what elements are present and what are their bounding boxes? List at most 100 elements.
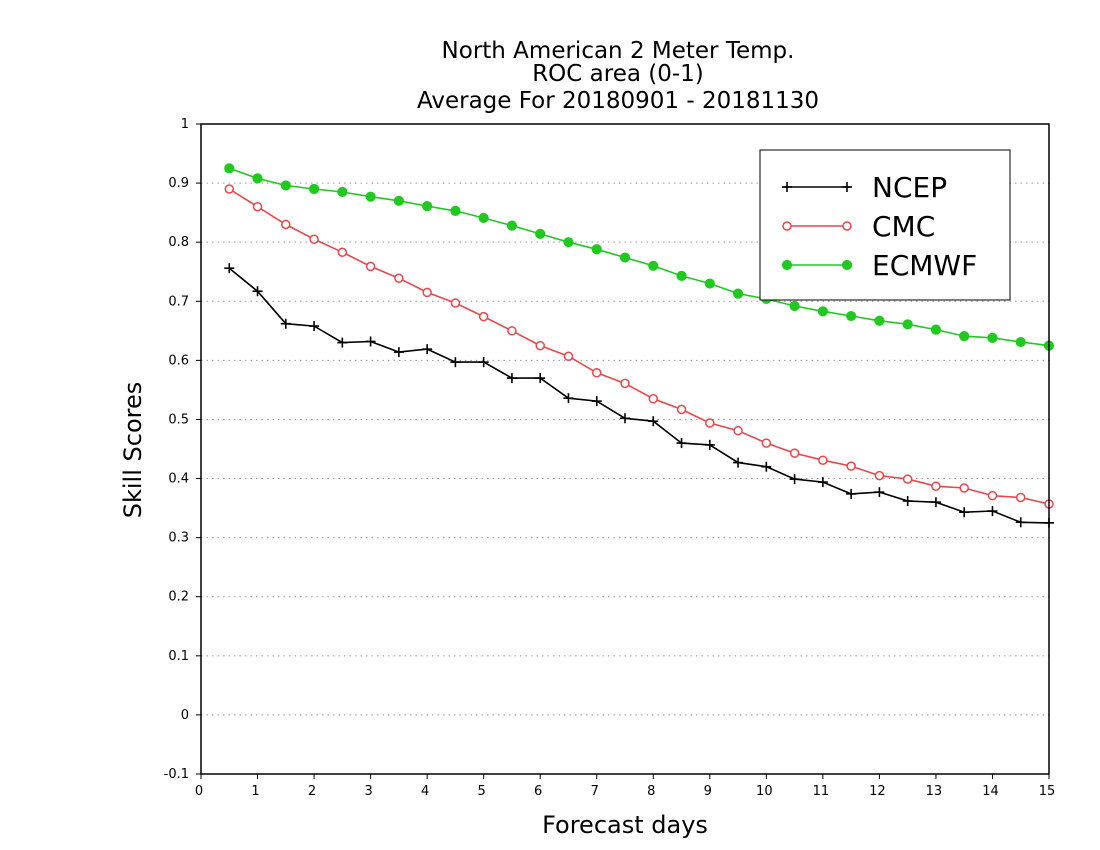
data-point-ecmwf	[732, 288, 744, 299]
data-series	[224, 163, 1055, 528]
y-tick-label: 0.3	[168, 531, 189, 546]
data-point-ecmwf	[930, 324, 942, 335]
data-point-ncep	[930, 497, 941, 508]
x-tick-label: 12	[869, 784, 886, 799]
data-point-ecmwf	[506, 220, 518, 231]
x-tick-label: 0	[195, 784, 203, 799]
chart-title-line-1: North American 2 Meter Temp.	[442, 38, 795, 64]
x-tick-label: 3	[364, 784, 372, 799]
data-point-cmc	[761, 438, 772, 448]
data-point-cmc	[931, 481, 941, 491]
data-point-cmc	[507, 326, 517, 336]
data-point-ncep	[563, 393, 574, 404]
data-point-ncep	[648, 416, 659, 427]
data-point-cmc	[789, 448, 800, 458]
data-point-cmc	[733, 425, 743, 436]
legend-label-ecmwf: ECMWF	[872, 249, 977, 282]
data-point-ecmwf	[1015, 336, 1026, 348]
x-tick-label: 1	[251, 784, 259, 799]
data-point-cmc	[620, 378, 630, 389]
data-point-ncep	[789, 474, 800, 485]
data-point-ncep	[591, 396, 602, 407]
data-point-cmc	[563, 351, 574, 361]
data-point-cmc	[394, 273, 404, 283]
plot-frame	[200, 123, 1050, 775]
legend-marker-ecmwf	[841, 259, 853, 271]
legend-marker-cmc	[842, 221, 852, 231]
data-point-ecmwf	[676, 270, 687, 281]
legend-box	[759, 149, 1011, 301]
data-point-ncep	[1015, 517, 1026, 528]
legend-item-ecmwf: ECMWF	[781, 249, 977, 282]
data-point-ecmwf	[987, 332, 998, 344]
x-tick-label: 2	[308, 784, 316, 799]
data-point-ncep	[393, 347, 404, 358]
data-point-ncep	[902, 496, 913, 506]
y-tick-label: 0.8	[168, 235, 189, 250]
legend-marker-ncep	[782, 182, 792, 192]
x-tick-label: 7	[591, 784, 599, 799]
data-point-cmc	[252, 201, 263, 212]
data-point-cmc	[450, 298, 461, 308]
gridlines	[201, 182, 1049, 716]
data-point-cmc	[337, 247, 348, 257]
x-tick-label: 14	[982, 784, 999, 799]
y-tick-label: 0.4	[168, 472, 189, 487]
x-tick-label: 4	[421, 784, 429, 799]
x-tick-label: 5	[478, 784, 486, 799]
data-point-ecmwf	[308, 183, 320, 195]
x-tick-label: 9	[704, 784, 712, 799]
y-tick-label: 0.2	[168, 590, 189, 605]
data-point-ecmwf	[874, 315, 885, 326]
data-point-ncep	[676, 438, 687, 449]
chart-title-line-2: ROC area (0-1)	[532, 61, 704, 87]
data-point-cmc	[818, 455, 828, 465]
data-point-ncep	[365, 336, 376, 347]
data-point-ecmwf	[789, 300, 800, 312]
data-point-ncep	[309, 321, 320, 332]
series-line-ncep	[228, 267, 1050, 524]
legend-item-ncep: NCEP	[782, 171, 947, 204]
data-point-cmc	[648, 394, 659, 404]
series-ecmwf	[224, 163, 1055, 351]
y-tick-label: 0.7	[168, 294, 189, 309]
data-point-ncep	[874, 487, 885, 498]
data-point-cmc	[224, 184, 235, 194]
y-axis-label: Skill Scores	[119, 382, 147, 519]
data-point-ncep	[620, 413, 630, 424]
x-axis-ticks: 0 1 2 3 4 5 6 7 8 9 10 11 12 13 14 15	[195, 774, 1055, 799]
x-tick-label: 11	[813, 784, 830, 799]
legend-label-ncep: NCEP	[872, 171, 947, 204]
data-point-ncep	[959, 507, 970, 518]
data-point-ecmwf	[422, 201, 433, 212]
y-axis-ticks: -0.1 0 0.1 0.2 0.3 0.4 0.5 0.6 0.7 0.8 0.9 1	[164, 117, 201, 782]
legend-item-cmc: CMC	[782, 210, 935, 243]
data-point-ncep	[337, 337, 348, 348]
data-point-ecmwf	[846, 310, 857, 322]
data-point-ecmwf	[591, 244, 602, 255]
data-point-cmc	[591, 368, 602, 378]
data-point-ecmwf	[648, 260, 659, 271]
data-point-ecmwf	[252, 173, 263, 184]
data-point-cmc	[959, 483, 969, 493]
data-point-cmc	[676, 404, 687, 415]
y-tick-label: 0.5	[168, 412, 189, 427]
chart-title: North American 2 Meter Temp. ROC area (0…	[417, 38, 819, 114]
data-point-ecmwf	[817, 306, 828, 317]
data-point-cmc	[422, 287, 432, 298]
data-point-ecmwf	[478, 212, 489, 224]
y-tick-label: 0	[181, 708, 189, 723]
x-tick-label: 13	[926, 784, 943, 799]
legend: NCEP CMC ECMWF	[759, 149, 1011, 301]
data-point-ecmwf	[393, 195, 404, 206]
data-point-ncep	[535, 373, 546, 384]
data-point-cmc	[281, 219, 291, 230]
x-axis-label: Forecast days	[542, 811, 708, 839]
data-point-ecmwf	[450, 205, 461, 216]
data-point-ncep	[224, 263, 235, 274]
data-point-ncep	[252, 286, 263, 297]
data-point-ncep	[478, 357, 489, 368]
y-tick-label: 0.9	[168, 176, 189, 191]
legend-marker-cmc	[782, 221, 792, 231]
